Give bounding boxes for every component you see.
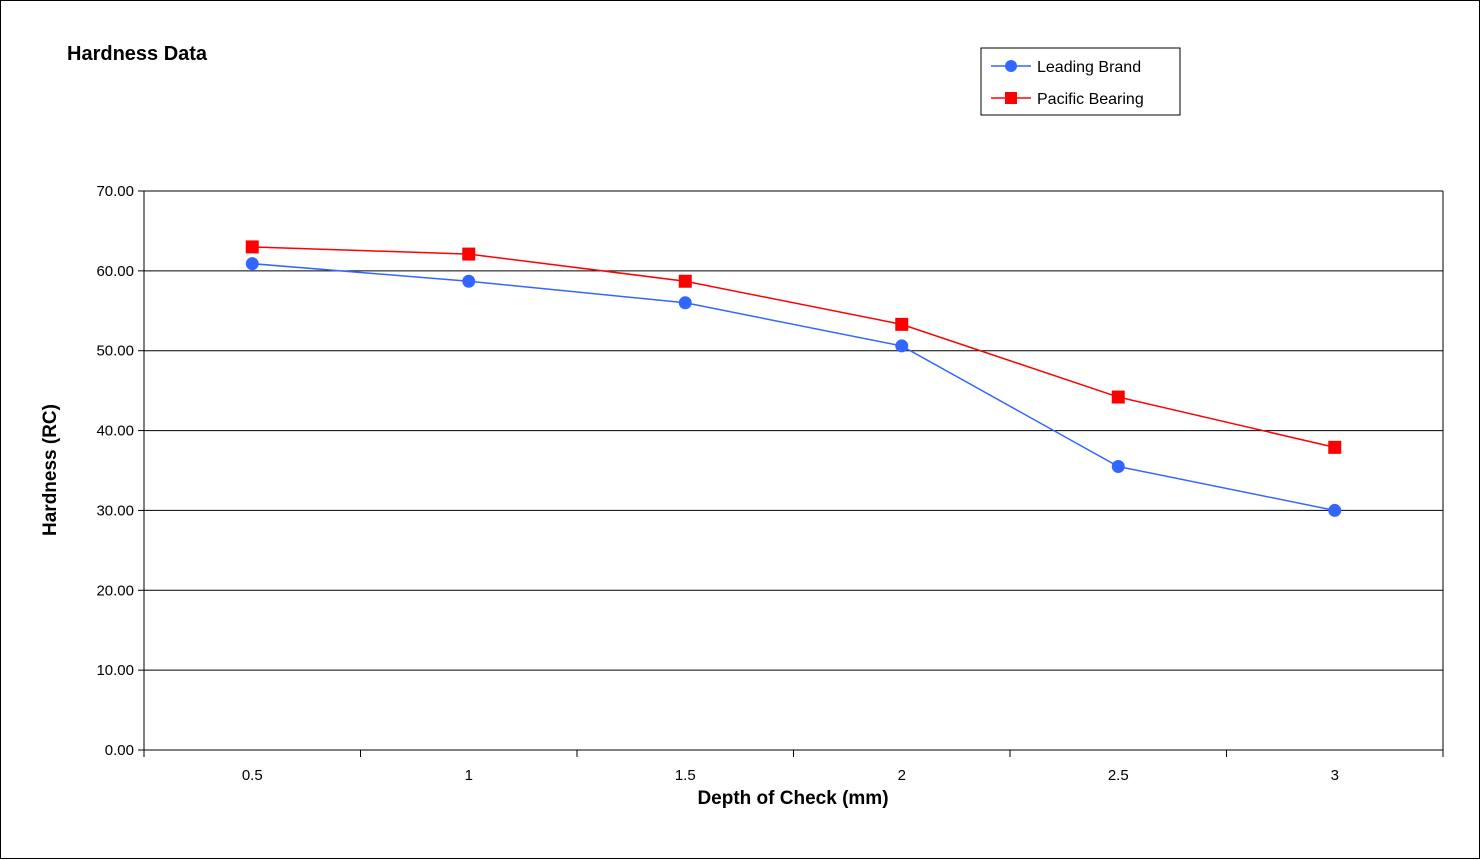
y-tick-label: 20.00 <box>96 582 134 599</box>
x-tick-label: 2 <box>898 767 906 784</box>
y-tick-label: 30.00 <box>96 502 134 519</box>
chart-title: Hardness Data <box>67 43 208 65</box>
legend-label-2: Pacific Bearing <box>1037 91 1144 108</box>
legend-marker-2 <box>1005 92 1017 104</box>
x-tick-label: 1.5 <box>675 767 696 784</box>
plot-area: 0.00 10.00 20.00 30.00 40.00 50.00 60.00 70.00 0… <box>96 183 1444 784</box>
plot-background <box>144 191 1443 750</box>
x-tick-label: 3 <box>1331 767 1339 784</box>
data-point-1 <box>462 274 476 288</box>
x-tick-label: 2.5 <box>1108 767 1129 784</box>
x-axis-title: Depth of Check (mm) <box>697 788 888 809</box>
x-tick-label: 0.5 <box>242 767 263 784</box>
y-tick-label: 40.00 <box>96 423 134 440</box>
y-tick-label: 10.00 <box>96 662 134 679</box>
data-point-2 <box>245 240 259 254</box>
data-point-1 <box>1111 460 1125 474</box>
data-point-1 <box>678 296 692 310</box>
series-line-2 <box>252 246 1335 449</box>
legend-label-1: Leading Brand <box>1037 59 1141 76</box>
y-tick-label: 0.00 <box>105 742 134 759</box>
x-tick-label: 1 <box>465 767 473 784</box>
data-point-2 <box>895 317 909 331</box>
data-point-1 <box>245 257 259 271</box>
data-point-1 <box>1328 503 1342 517</box>
y-tick-label: 70.00 <box>96 183 134 200</box>
legend-marker-1 <box>1005 60 1017 72</box>
series-line-1 <box>252 262 1335 512</box>
y-axis-title: Hardness (RC) <box>40 404 61 536</box>
y-tick-label: 50.00 <box>96 343 134 360</box>
data-point-2 <box>1111 390 1125 404</box>
legend: Leading Brand Pacific Bearing <box>980 47 1181 116</box>
data-point-2 <box>678 274 692 288</box>
data-point-1 <box>895 339 909 353</box>
y-tick-label: 60.00 <box>96 263 134 280</box>
data-point-2 <box>1328 440 1342 454</box>
data-point-2 <box>462 247 476 261</box>
